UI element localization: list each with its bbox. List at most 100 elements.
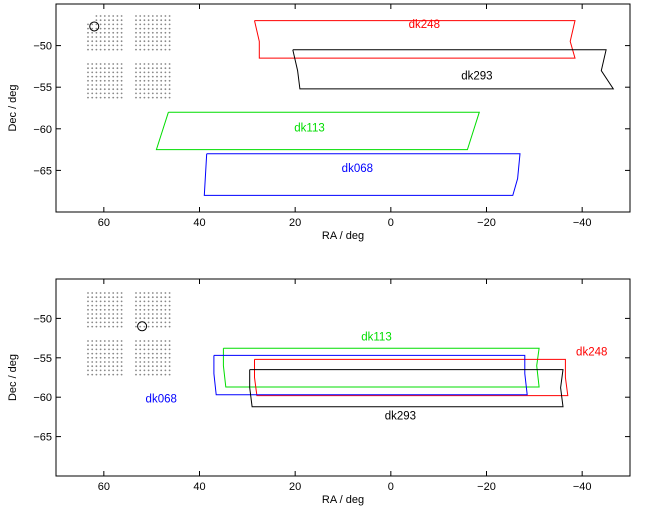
grid-dot — [91, 344, 94, 347]
grid-dot — [95, 71, 98, 74]
grid-dot — [151, 88, 154, 91]
grid-dot — [164, 67, 167, 70]
grid-dot — [108, 321, 110, 324]
grid-dot — [87, 361, 89, 363]
grid-dot — [151, 19, 154, 22]
grid-dot — [156, 48, 158, 51]
grid-dot — [160, 67, 163, 70]
grid-dot — [164, 300, 167, 303]
grid-dot — [95, 48, 98, 51]
grid-dot — [108, 348, 110, 351]
grid-dot — [151, 40, 154, 43]
grid-dot — [135, 369, 137, 372]
grid-dot — [112, 348, 115, 351]
grid-dot — [151, 92, 154, 95]
grid-dot — [103, 344, 106, 347]
grid-dot — [112, 292, 115, 294]
grid-dot — [120, 92, 123, 95]
y-tick-label: −60 — [33, 124, 52, 136]
grid-dot — [135, 27, 137, 30]
grid-dot — [139, 15, 142, 17]
grid-dot — [143, 296, 146, 299]
grid-dot — [91, 321, 94, 324]
grid-dot — [160, 31, 163, 34]
grid-dot — [143, 317, 146, 320]
focal-plane-dot-grid — [87, 292, 171, 376]
grid-dot — [156, 36, 158, 38]
series-outline-dk068 — [213, 354, 528, 396]
grid-dot — [91, 96, 94, 99]
grid-dot — [139, 304, 142, 307]
grid-dot — [135, 67, 137, 70]
grid-dot — [112, 325, 115, 328]
grid-dot — [99, 292, 102, 294]
grid-dot — [156, 84, 158, 86]
grid-dot — [147, 361, 150, 363]
grid-dot — [108, 300, 110, 303]
y-tick-label: −55 — [33, 353, 52, 365]
x-tick-label: −20 — [477, 217, 496, 229]
grid-dot — [135, 79, 137, 82]
plot-frame — [55, 278, 631, 477]
grid-dot — [103, 63, 106, 65]
grid-dot — [103, 48, 106, 51]
grid-dot — [168, 317, 171, 320]
grid-dot — [147, 27, 150, 30]
grid-dot — [116, 344, 119, 347]
grid-dot — [160, 313, 163, 315]
grid-dot — [151, 96, 154, 99]
grid-dot — [99, 304, 102, 307]
grid-dot — [99, 308, 102, 311]
grid-dot — [160, 300, 163, 303]
grid-dot — [147, 79, 150, 82]
grid-dot — [87, 23, 89, 26]
grid-dot — [120, 63, 123, 65]
grid-dot — [139, 96, 142, 99]
grid-dot — [112, 48, 115, 51]
grid-dot — [147, 15, 150, 17]
grid-dot — [164, 356, 167, 359]
grid-dot — [164, 88, 167, 91]
grid-dot — [103, 36, 106, 38]
grid-dot — [135, 96, 137, 99]
grid-dot — [112, 36, 115, 38]
grid-dot — [156, 344, 158, 347]
grid-dot — [116, 44, 119, 47]
grid-dot — [151, 63, 154, 65]
grid-dot — [112, 340, 115, 342]
grid-dot — [143, 304, 146, 307]
grid-dot — [116, 48, 119, 51]
grid-dot — [168, 36, 171, 38]
grid-dot — [99, 27, 102, 30]
grid-dot — [91, 340, 94, 342]
grid-dot — [143, 308, 146, 311]
grid-dot — [147, 321, 150, 324]
grid-dot — [120, 344, 123, 347]
grid-dot — [108, 15, 110, 17]
grid-dot — [156, 23, 158, 26]
grid-dot — [95, 296, 98, 299]
grid-dot — [139, 44, 142, 47]
grid-dot — [120, 352, 123, 355]
grid-dot — [147, 300, 150, 303]
grid-dot — [168, 23, 171, 26]
grid-dot — [120, 308, 123, 311]
grid-dot — [87, 325, 89, 328]
grid-dot — [147, 292, 150, 294]
grid-dot — [160, 340, 163, 342]
grid-dot — [108, 88, 110, 91]
grid-dot — [135, 75, 137, 78]
grid-dot — [120, 71, 123, 74]
grid-dot — [116, 356, 119, 359]
grid-dot — [135, 63, 137, 65]
grid-dot — [143, 348, 146, 351]
grid-dot — [91, 71, 94, 74]
grid-dot — [120, 365, 123, 368]
grid-dot — [116, 84, 119, 86]
grid-dot — [120, 356, 123, 359]
grid-dot — [135, 15, 137, 17]
grid-dot — [99, 300, 102, 303]
grid-dot — [91, 75, 94, 78]
grid-dot — [151, 27, 154, 30]
grid-dot — [103, 352, 106, 355]
